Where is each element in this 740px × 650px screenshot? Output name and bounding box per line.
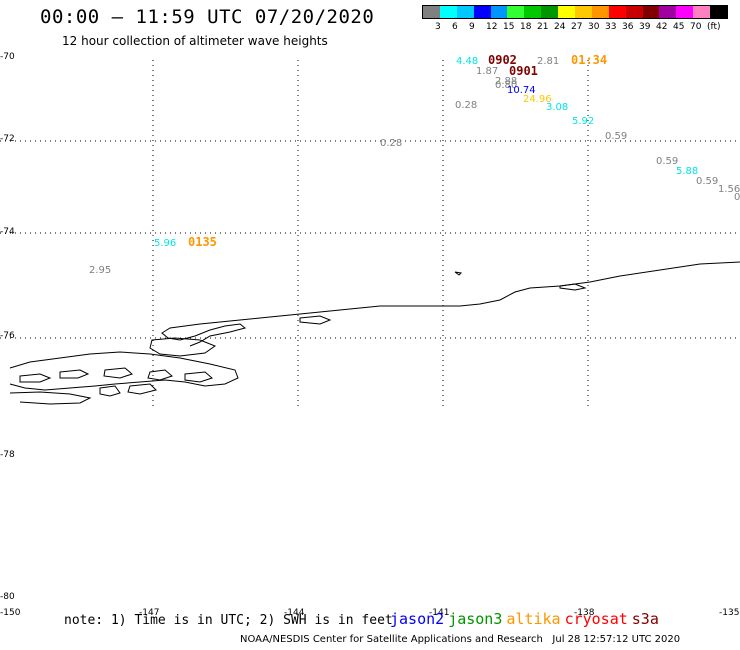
legend-tick: 3 xyxy=(435,22,441,32)
wave-height-value: 0.28 xyxy=(380,138,402,149)
legend-tick: 24 xyxy=(554,22,566,32)
wave-height-value: 0.59 xyxy=(696,176,718,187)
latitude-label: -70 xyxy=(0,52,15,62)
wave-height-value: 5.96 xyxy=(154,238,176,249)
legend-swatch xyxy=(591,6,609,18)
legend-tick: 12 xyxy=(486,22,498,32)
legend-swatch xyxy=(439,6,457,18)
wave-height-value: 0.80 xyxy=(495,80,517,91)
latitude-label: -72 xyxy=(0,134,15,144)
wave-height-color-legend xyxy=(422,5,728,19)
legend-swatch xyxy=(473,6,491,18)
longitude-label: -138 xyxy=(574,608,595,618)
generated-timestamp: Jul 28 12:57:12 UTC 2020 xyxy=(552,634,681,645)
pass-time-label: 01:34 xyxy=(571,53,607,67)
longitude-label: -135 xyxy=(719,608,740,618)
legend-tick: 27 xyxy=(571,22,583,32)
satellite-name-s3a: s3a xyxy=(631,610,659,628)
wave-height-value: 0.28 xyxy=(455,100,477,111)
wave-height-value: 1.56 xyxy=(718,184,740,195)
antarctic-coastline xyxy=(9,261,740,405)
graticule xyxy=(0,60,740,406)
wave-height-value: 2.81 xyxy=(537,56,559,67)
wave-height-value: 2.88 xyxy=(495,76,517,87)
wave-height-value: 0.59 xyxy=(656,156,678,167)
wave-height-value: 3.08 xyxy=(546,102,568,113)
map-title: 00:00 – 11:59 UTC 07/20/2020 xyxy=(40,6,375,28)
satellite-name-jason3: jason3 xyxy=(448,610,503,628)
legend-swatch xyxy=(659,6,677,18)
longitude-label: -141 xyxy=(429,608,450,618)
legend-swatch xyxy=(524,6,542,18)
legend-tick: 33 xyxy=(605,22,617,32)
longitude-label: -147 xyxy=(139,608,160,618)
legend-tick: 9 xyxy=(469,22,475,32)
footer-credit: NOAA/NESDIS Center for Satellite Applica… xyxy=(240,634,680,645)
satellite-name-altika: altika xyxy=(506,610,561,628)
wave-height-value: 10.74 xyxy=(507,85,536,96)
legend-tick: 21 xyxy=(537,22,549,32)
legend-tick: 36 xyxy=(622,22,634,32)
satellite-name-cryosat: cryosat xyxy=(564,610,628,628)
legend-tick: 42 xyxy=(656,22,668,32)
legend-tick: 30 xyxy=(588,22,600,32)
longitude-label: -150 xyxy=(0,608,21,618)
pass-time-label: 0901 xyxy=(509,64,538,78)
latitude-label: -76 xyxy=(0,331,15,341)
legend-tick-labels: 3 6 9 12 15 18 21 24 27 30 33 36 39 42 45 70 (ft) xyxy=(422,22,740,34)
legend-swatch xyxy=(541,6,559,18)
footer-note: note: 1) Time is in UTC; 2) SWH is in fe… xyxy=(64,613,393,628)
credit-text: NOAA/NESDIS Center for Satellite Applica… xyxy=(240,634,543,645)
legend-swatch xyxy=(710,6,728,18)
legend-tick: (ft) xyxy=(707,22,721,32)
wave-height-value: 5.92 xyxy=(572,116,594,127)
wave-height-value: 0.59 xyxy=(605,131,627,142)
legend-swatch xyxy=(693,6,711,18)
legend-swatch xyxy=(642,6,660,18)
pass-time-label: 0902 xyxy=(488,53,517,67)
legend-swatch xyxy=(423,6,440,18)
legend-tick: 18 xyxy=(520,22,532,32)
legend-swatch xyxy=(676,6,694,18)
pass-time-label: 0135 xyxy=(188,235,217,249)
satellite-name-jason2: jason2 xyxy=(390,610,445,628)
legend-swatch xyxy=(608,6,626,18)
latitude-label: -80 xyxy=(0,592,15,602)
wave-height-value: 2.95 xyxy=(89,265,111,276)
satellite-legend: jason2 jason3 altika cryosat s3a xyxy=(390,610,663,628)
legend-tick: 70 xyxy=(690,22,702,32)
wave-height-value: 4.48 xyxy=(456,56,478,67)
legend-swatch xyxy=(575,6,592,18)
latitude-label: -74 xyxy=(0,227,15,237)
legend-tick: 15 xyxy=(503,22,515,32)
wave-height-value: 0 xyxy=(734,192,740,203)
legend-tick: 39 xyxy=(639,22,651,32)
legend-swatch xyxy=(625,6,643,18)
legend-tick: 45 xyxy=(673,22,685,32)
legend-swatch xyxy=(507,6,525,18)
wave-height-value: 24.96 xyxy=(523,94,552,105)
wave-height-value: 5.88 xyxy=(676,166,698,177)
legend-swatch xyxy=(456,6,474,18)
latitude-label: -78 xyxy=(0,450,15,460)
legend-swatch xyxy=(558,6,576,18)
map-subtitle: 12 hour collection of altimeter wave hei… xyxy=(62,34,328,48)
longitude-label: -144 xyxy=(284,608,305,618)
legend-swatch xyxy=(490,6,508,18)
legend-tick: 6 xyxy=(452,22,458,32)
wave-height-value: 1.87 xyxy=(476,66,498,77)
altimeter-map: 4.48 0902 2.81 01:34 1.87 09012.880.8010.7424… xyxy=(0,53,740,406)
